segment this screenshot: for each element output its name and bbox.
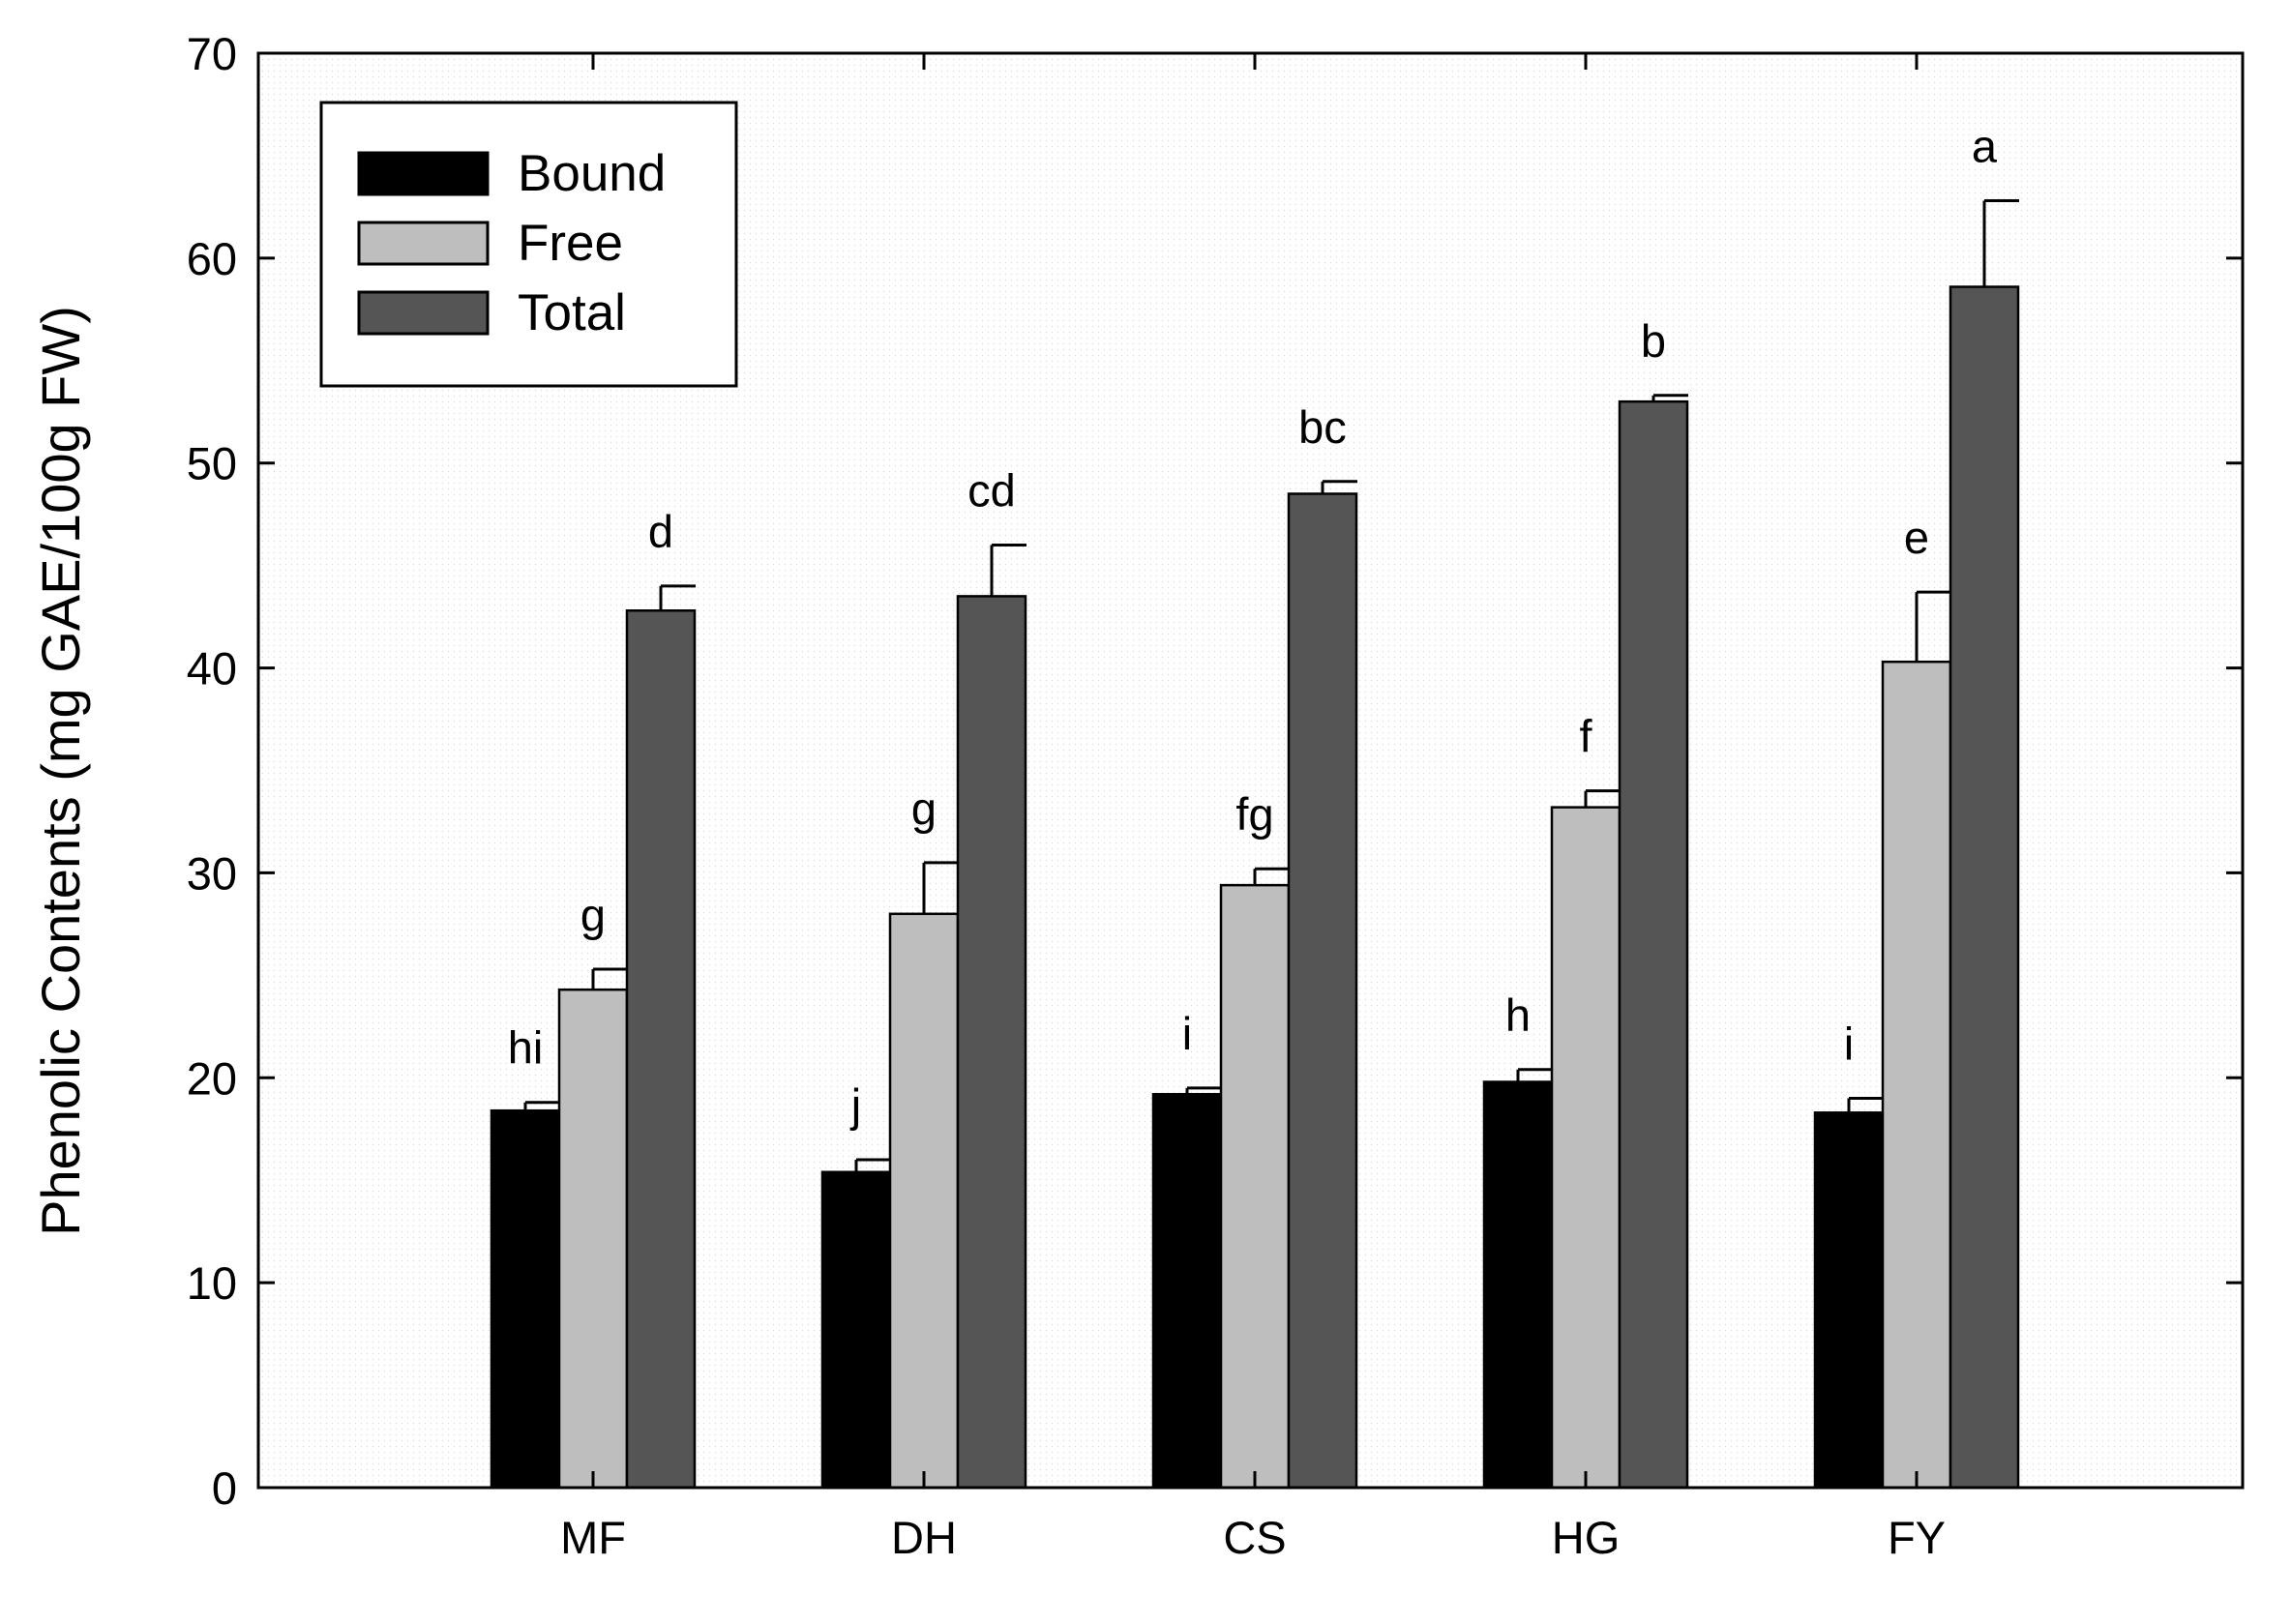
bar-free — [1550, 806, 1622, 1490]
legend-label-total: Total — [518, 284, 626, 341]
significance-letter: d — [648, 506, 673, 557]
significance-letter: cd — [967, 464, 1016, 516]
error-bars-layer — [523, 199, 2019, 1172]
significance-letter: g — [911, 782, 937, 834]
bar-total — [625, 609, 697, 1490]
y-tick-label: 30 — [187, 847, 237, 899]
plot-frame — [256, 51, 2245, 1490]
bar-bound — [1813, 1111, 1885, 1490]
x-tick-label: CS — [1223, 1512, 1286, 1563]
bar-bound — [820, 1170, 892, 1490]
bar-free — [1881, 660, 1952, 1490]
x-tick-label: HG — [1552, 1512, 1621, 1563]
bar-bound — [1151, 1092, 1223, 1490]
significance-letter: i — [1182, 1008, 1192, 1059]
y-tick-label: 20 — [187, 1052, 237, 1104]
legend-swatch-bound — [357, 151, 490, 196]
significance-letter: e — [1904, 512, 1929, 563]
significance-letter: j — [849, 1079, 861, 1131]
bar-free — [557, 988, 629, 1490]
bar-total — [956, 595, 1027, 1490]
x-tick-label: DH — [891, 1512, 957, 1563]
significance-letter: a — [1972, 121, 1998, 172]
legend-label-bound: Bound — [518, 145, 666, 202]
x-tick-label: MF — [560, 1512, 626, 1563]
significance-letter: i — [1844, 1018, 1854, 1069]
significance-letter: fg — [1235, 788, 1273, 840]
bar-total — [1287, 492, 1358, 1490]
legend-label-free: Free — [518, 215, 623, 272]
bar-free — [1219, 883, 1291, 1490]
y-tick-label: 60 — [187, 233, 237, 284]
y-tick-label: 0 — [212, 1462, 237, 1514]
x-axis: MF DH CS HG FY — [560, 53, 1946, 1563]
y-axis-title: Phenolic Contents (mg GAE/100g FW) — [30, 306, 91, 1236]
x-tick-label: FY — [1888, 1512, 1946, 1563]
significance-letter: f — [1579, 711, 1592, 762]
bar-total — [1618, 399, 1689, 1490]
y-tick-label: 70 — [187, 28, 237, 79]
y-tick-label: 40 — [187, 643, 237, 694]
legend: Bound Free Total — [319, 101, 738, 388]
significance-letter: g — [580, 889, 606, 940]
significance-letter: b — [1641, 315, 1666, 367]
bar-bound — [1482, 1080, 1554, 1490]
legend-swatch-free — [357, 221, 490, 266]
significance-letter: h — [1505, 989, 1531, 1041]
y-tick-label: 10 — [187, 1257, 237, 1309]
bar-total — [1949, 285, 2020, 1490]
significance-letter: bc — [1298, 401, 1347, 453]
bar-bound — [490, 1108, 561, 1490]
legend-swatch-total — [357, 290, 490, 336]
bar-free — [888, 912, 960, 1490]
y-axis: 0 10 20 30 40 50 60 70 — [187, 28, 2243, 1514]
significance-letter: hi — [508, 1022, 544, 1074]
y-tick-label: 50 — [187, 438, 237, 489]
bars-layer — [490, 285, 2020, 1490]
